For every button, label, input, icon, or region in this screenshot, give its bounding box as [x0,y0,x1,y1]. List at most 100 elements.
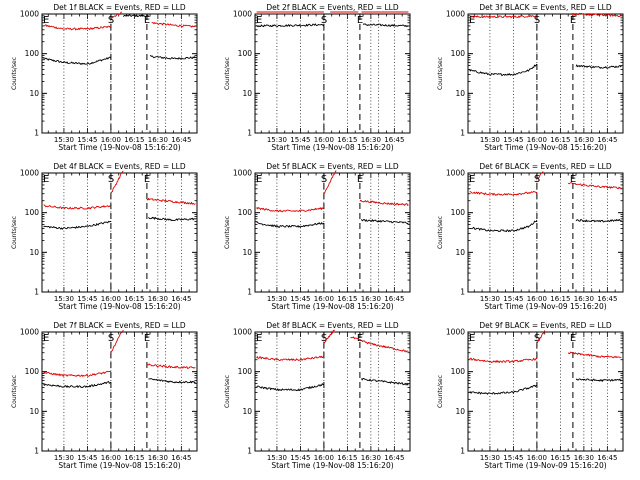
det-panel-2: Det 2f BLACK = Events, RED = LLD Counts/s… [224,3,411,152]
panel-title: Det 4f BLACK = Events, RED = LLD [53,162,186,171]
event-marker-label: E [570,333,576,344]
lld-series-segment [110,170,124,194]
x-tick-label: 15:45 [290,295,310,303]
event-marker-label: S [108,174,114,185]
y-tick-label: 1000 [446,328,465,337]
panel-title: Det 8f BLACK = Events, RED = LLD [266,321,399,330]
y-tick-label: 1000 [20,328,39,337]
det-panel-4: Det 4f BLACK = Events, RED = LLD Counts/s… [11,162,198,311]
x-tick-label: 16:45 [597,295,617,303]
panel-title: Det 9f BLACK = Events, RED = LLD [479,321,612,330]
x-tick-label: 16:00 [101,136,121,144]
y-tick-label: 10 [29,248,39,257]
x-tick-label: 16:00 [314,136,334,144]
panel-title: Det 7f BLACK = Events, RED = LLD [53,321,186,330]
x-tick-label: 16:45 [384,136,404,144]
lld-series-segment [359,199,409,206]
events-series-segment [469,384,537,395]
x-tick-label: 16:15 [124,295,144,303]
events-series-segment [361,218,409,224]
x-tick-label: 15:45 [77,136,97,144]
lld-series-segment [323,329,336,345]
y-tick-label: 100 [238,208,253,217]
x-tick-label: 15:30 [54,454,74,462]
y-tick-label: 1 [34,288,39,297]
events-series-segment [256,383,325,392]
x-tick-label: 15:30 [54,136,74,144]
y-tick-label: 1000 [446,169,465,178]
x-tick-label: 16:15 [337,295,357,303]
x-axis-label: Start Time (19-Nov-08 15:16:20) [271,143,393,152]
x-tick-label: 16:15 [550,295,570,303]
events-series-segment [361,377,409,386]
x-tick-label: 16:45 [384,454,404,462]
x-tick-label: 16:30 [361,295,381,303]
lld-series-segment [110,11,122,19]
event-marker-label: S [534,333,540,344]
det-panel-5: Det 5f BLACK = Events, RED = LLD Counts/s… [224,162,411,311]
det-panel-8: Det 8f BLACK = Events, RED = LLD Counts/s… [224,321,411,470]
x-axis-label: Start Time (19-Nov-08 15:16:20) [58,302,180,311]
event-marker-label: E [570,15,576,26]
x-tick-label: 16:00 [101,454,121,462]
y-tick-label: 10 [242,248,252,257]
x-tick-label: 15:30 [480,454,500,462]
x-tick-label: 15:30 [54,295,74,303]
lld-series-segment [469,190,538,196]
event-marker-label: S [534,174,540,185]
plot-frame [467,331,624,452]
event-marker-label: S [321,174,327,185]
lld-series-segment [350,336,409,353]
y-axis-label: Counts/sec [437,216,444,249]
x-tick-label: 16:45 [597,136,617,144]
event-marker-label: S [108,15,114,26]
x-tick-label: 16:45 [171,136,191,144]
events-series-segment [43,381,112,388]
x-tick-label: 15:45 [503,295,523,303]
plot-frame [41,172,198,293]
lld-series-segment [151,22,196,28]
x-tick-label: 15:30 [480,136,500,144]
x-tick-label: 16:30 [361,454,381,462]
events-series-segment [575,378,622,382]
events-series-segment [256,23,325,28]
panel-title: Det 2f BLACK = Events, RED = LLD [266,3,399,12]
y-axis-label: Counts/sec [224,216,231,249]
corner-label: E [256,174,262,185]
plot-frame [254,13,411,134]
y-axis-label: Counts/sec [11,57,18,90]
plot-frame [254,172,411,293]
event-marker-label: S [534,15,540,26]
x-tick-label: 16:30 [148,136,168,144]
x-tick-label: 16:00 [314,295,334,303]
panel-title: Det 1f BLACK = Events, RED = LLD [53,3,186,12]
x-tick-label: 16:45 [171,454,191,462]
event-marker-label: E [357,174,363,185]
y-tick-label: 10 [455,89,465,98]
y-axis-label: Counts/sec [11,216,18,249]
y-tick-label: 10 [455,248,465,257]
y-tick-label: 1000 [233,169,252,178]
events-series-segment [43,56,111,65]
x-tick-label: 16:00 [527,295,547,303]
plot-frame [41,331,198,452]
x-axis-label: Start Time (19-Nov-08 15:16:20) [58,143,180,152]
events-series-segment [148,216,196,222]
det-panel-6: Det 6f BLACK = Events, RED = LLD Counts/s… [437,162,624,311]
x-axis-label: Start Time (19-Nov-08 15:16:20) [58,461,180,470]
y-tick-label: 1 [247,129,252,138]
plot-frame [467,13,624,134]
x-tick-label: 16:45 [384,295,404,303]
x-tick-label: 15:30 [480,295,500,303]
y-tick-label: 100 [25,367,40,376]
corner-label: E [256,15,262,26]
y-tick-label: 100 [451,208,466,217]
events-series-segment [575,218,622,223]
x-tick-label: 15:30 [267,136,287,144]
lld-series-segment [536,330,546,344]
y-tick-label: 10 [29,407,39,416]
x-tick-label: 16:45 [597,454,617,462]
lld-series-segment [110,329,124,354]
y-tick-label: 1 [34,447,39,456]
